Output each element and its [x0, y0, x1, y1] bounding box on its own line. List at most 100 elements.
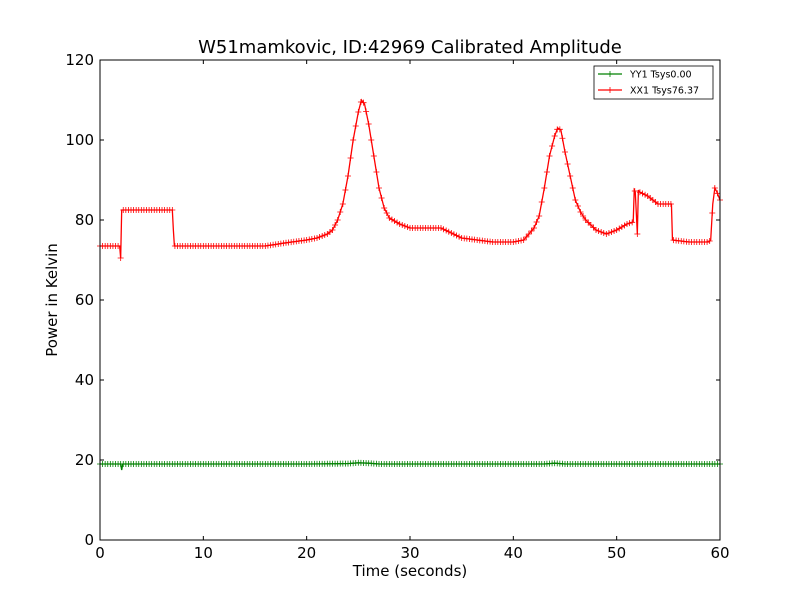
data-point-marker	[567, 173, 574, 179]
data-point-marker	[631, 188, 638, 194]
data-point-marker	[711, 185, 718, 191]
data-point-marker	[445, 228, 452, 235]
data-point-marker	[559, 135, 566, 142]
data-point-marker	[621, 222, 628, 229]
data-point-marker	[626, 220, 633, 227]
data-point-marker	[546, 153, 553, 159]
data-point-marker	[605, 230, 612, 236]
data-point-marker	[714, 190, 721, 197]
data-point-marker	[525, 231, 532, 237]
data-point-marker	[352, 123, 359, 129]
data-point-marker	[709, 210, 716, 216]
data-point-marker	[314, 235, 320, 241]
data-point-marker	[595, 228, 602, 234]
data-point-marker	[541, 185, 548, 191]
data-point-marker	[593, 227, 599, 233]
legend-item: XX1 Tsys76.37	[598, 86, 699, 97]
series-1	[97, 98, 723, 261]
data-point-marker	[636, 189, 643, 196]
data-point-marker	[401, 223, 408, 229]
legend-label: XX1 Tsys76.37	[630, 86, 699, 97]
data-point-marker	[533, 219, 540, 225]
legend-item: YY1 Tsys0.00	[598, 70, 692, 81]
y-tick-label: 60	[75, 291, 94, 309]
x-tick-label: 50	[607, 544, 626, 562]
data-point-marker	[350, 137, 357, 143]
data-point-marker	[551, 133, 558, 139]
x-axis-label: Time (seconds)	[352, 562, 468, 580]
data-point-marker	[376, 185, 382, 191]
data-point-marker	[347, 155, 354, 161]
x-tick-label: 0	[95, 544, 105, 562]
data-point-marker	[339, 201, 346, 207]
data-point-marker	[536, 213, 543, 219]
plot-area: 0 10 20 30 40 50 60 0 20 40 60 80 100 120	[65, 51, 729, 562]
data-point-marker	[355, 109, 362, 115]
y-axis-label: Power in Kelvin	[43, 243, 61, 357]
y-tick-label: 40	[75, 371, 94, 389]
data-point-marker	[564, 161, 571, 167]
data-point-marker	[399, 222, 406, 228]
data-point-marker	[603, 231, 610, 237]
data-point-marker	[450, 231, 457, 238]
data-point-marker	[572, 197, 579, 203]
legend-marker-icon	[607, 87, 613, 93]
data-point-marker	[704, 239, 711, 245]
data-point-marker	[438, 225, 444, 231]
data-point-marker	[306, 236, 313, 243]
data-point-marker	[562, 149, 568, 155]
ticks-layer: 0 10 20 30 40 50 60 0 20 40 60 80 100 120	[65, 51, 729, 562]
series-layer	[97, 98, 723, 471]
data-point-marker	[388, 216, 395, 223]
data-point-marker	[303, 237, 310, 243]
y-tick-label: 0	[84, 531, 94, 549]
data-point-marker	[629, 219, 636, 226]
legend-items: YY1 Tsys0.00 XX1 Tsys76.37	[598, 70, 699, 97]
legend-box	[593, 65, 714, 100]
data-point-marker	[337, 209, 344, 215]
data-point-marker	[518, 237, 525, 244]
data-point-marker	[357, 99, 364, 105]
data-point-marker	[667, 201, 674, 207]
data-point-marker	[531, 225, 537, 231]
data-point-marker	[642, 191, 649, 198]
data-point-marker	[329, 227, 336, 233]
data-point-marker	[443, 227, 450, 234]
chart-title: W51mamkovic, ID:42969 Calibrated Amplitu…	[198, 37, 622, 58]
data-point-marker	[363, 108, 370, 115]
data-point-marker	[383, 210, 390, 216]
data-point-marker	[528, 228, 535, 234]
data-point-marker	[115, 243, 122, 249]
data-point-marker	[270, 241, 277, 248]
data-point-marker	[319, 233, 326, 239]
data-point-marker	[311, 235, 318, 242]
data-point-marker	[520, 237, 527, 243]
data-point-marker	[456, 233, 463, 240]
data-point-marker	[574, 203, 581, 209]
data-point-marker	[598, 229, 605, 235]
data-point-marker	[512, 238, 519, 245]
data-point-marker	[618, 224, 625, 230]
data-point-marker	[386, 215, 393, 221]
data-point-marker	[308, 236, 315, 242]
data-point-marker	[316, 234, 323, 240]
data-point-marker	[404, 224, 411, 230]
data-point-marker	[169, 207, 176, 213]
x-tick-label: 10	[194, 544, 213, 562]
data-point-marker	[370, 153, 377, 159]
data-point-marker	[706, 238, 713, 244]
data-point-marker	[585, 219, 592, 226]
y-tick-label: 80	[75, 211, 94, 229]
data-point-marker	[373, 169, 380, 175]
data-point-marker	[556, 126, 563, 133]
data-point-marker	[549, 143, 556, 149]
legend-marker-icon	[607, 71, 613, 77]
data-point-marker	[587, 222, 594, 228]
data-point-marker	[396, 221, 403, 227]
data-point-marker	[440, 226, 447, 233]
data-point-marker	[448, 230, 455, 236]
data-point-marker	[582, 217, 589, 223]
data-point-marker	[577, 209, 584, 215]
x-tick-label: 60	[710, 544, 729, 562]
